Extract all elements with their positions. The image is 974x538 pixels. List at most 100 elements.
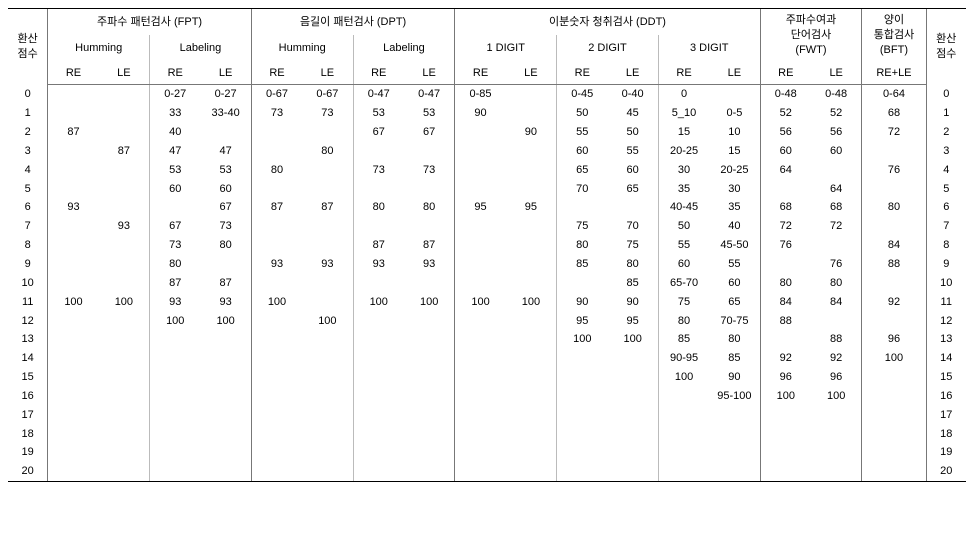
cell-score: 18 <box>926 425 966 444</box>
hdr-score-left: 환산 점수 <box>8 9 48 85</box>
cell-d3_le <box>709 462 760 481</box>
hdr-re: RE <box>455 62 506 85</box>
cell-fpt_l_re: 33 <box>150 104 201 123</box>
hdr-bft: 양이 통합검사 (BFT) <box>862 9 926 62</box>
cell-fwt_re: 72 <box>760 217 811 236</box>
cell-score: 15 <box>926 368 966 387</box>
cell-fwt_re <box>760 255 811 274</box>
cell-dpt_h_le: 100 <box>302 312 353 331</box>
cell-d2_le <box>607 349 658 368</box>
cell-d1_le: 100 <box>506 293 557 312</box>
cell-fpt_l_re: 0-27 <box>150 85 201 104</box>
cell-fpt_l_re <box>150 368 201 387</box>
cell-fpt_h_re <box>48 425 99 444</box>
cell-bft <box>862 274 926 293</box>
cell-score: 7 <box>926 217 966 236</box>
cell-d3_le: 0-5 <box>709 104 760 123</box>
cell-dpt_h_re <box>251 142 302 161</box>
cell-fpt_l_le <box>200 255 251 274</box>
cell-d3_le: 30 <box>709 180 760 199</box>
cell-dpt_h_re: 80 <box>251 161 302 180</box>
cell-score: 17 <box>926 406 966 425</box>
cell-fpt_l_re: 67 <box>150 217 201 236</box>
cell-d3_le: 20-25 <box>709 161 760 180</box>
cell-fwt_le <box>811 443 862 462</box>
cell-dpt_h_le <box>302 387 353 406</box>
table-row: 13333-40737353539050455_100-55252681 <box>8 104 966 123</box>
cell-fpt_l_le <box>200 330 251 349</box>
cell-dpt_l_le: 0-47 <box>404 85 455 104</box>
cell-d3_re: 35 <box>658 180 709 199</box>
hdr-le: LE <box>506 62 557 85</box>
cell-bft <box>862 368 926 387</box>
cell-score: 19 <box>926 443 966 462</box>
cell-fwt_le: 92 <box>811 349 862 368</box>
cell-score: 10 <box>926 274 966 293</box>
cell-d3_re: 80 <box>658 312 709 331</box>
cell-fpt_l_le: 73 <box>200 217 251 236</box>
cell-d3_le: 55 <box>709 255 760 274</box>
cell-fpt_h_le <box>99 368 150 387</box>
cell-fpt_l_re: 60 <box>150 180 201 199</box>
cell-fwt_re <box>760 406 811 425</box>
cell-d2_re: 60 <box>557 142 608 161</box>
cell-dpt_h_re <box>251 387 302 406</box>
cell-dpt_l_re <box>353 330 404 349</box>
cell-fpt_l_re <box>150 406 201 425</box>
cell-fwt_re: 100 <box>760 387 811 406</box>
cell-d2_re: 65 <box>557 161 608 180</box>
cell-d2_re: 70 <box>557 180 608 199</box>
hdr-le: LE <box>404 62 455 85</box>
cell-fpt_l_le: 93 <box>200 293 251 312</box>
cell-d3_le: 90 <box>709 368 760 387</box>
cell-fwt_le <box>811 425 862 444</box>
cell-dpt_l_le: 100 <box>404 293 455 312</box>
cell-bft <box>862 387 926 406</box>
cell-dpt_l_le <box>404 312 455 331</box>
cell-score: 8 <box>926 236 966 255</box>
conversion-table: 환산 점수 주파수 패턴검사 (FPT) 음길이 패턴검사 (DPT) 이분숫자… <box>8 8 966 482</box>
cell-d1_re <box>455 349 506 368</box>
cell-score: 12 <box>8 312 48 331</box>
cell-fwt_le: 80 <box>811 274 862 293</box>
cell-fwt_le <box>811 462 862 481</box>
cell-dpt_h_le <box>302 180 353 199</box>
cell-fpt_h_le <box>99 312 150 331</box>
hdr-dpt: 음길이 패턴검사 (DPT) <box>251 9 455 36</box>
cell-fpt_l_re <box>150 198 201 217</box>
cell-d2_le: 60 <box>607 161 658 180</box>
cell-d3_le: 35 <box>709 198 760 217</box>
cell-bft: 92 <box>862 293 926 312</box>
cell-d1_le <box>506 349 557 368</box>
cell-dpt_h_le <box>302 330 353 349</box>
cell-bft: 88 <box>862 255 926 274</box>
cell-fwt_le: 96 <box>811 368 862 387</box>
cell-fpt_h_re <box>48 462 99 481</box>
cell-d3_re <box>658 425 709 444</box>
cell-d3_le: 95-100 <box>709 387 760 406</box>
cell-dpt_h_re <box>251 123 302 142</box>
cell-dpt_h_le <box>302 293 353 312</box>
cell-d3_re: 90-95 <box>658 349 709 368</box>
cell-dpt_h_re: 87 <box>251 198 302 217</box>
cell-fwt_re: 96 <box>760 368 811 387</box>
cell-bft <box>862 462 926 481</box>
cell-d1_le <box>506 274 557 293</box>
cell-d1_le <box>506 406 557 425</box>
cell-d1_le <box>506 425 557 444</box>
cell-d3_re: 65-70 <box>658 274 709 293</box>
cell-score: 9 <box>926 255 966 274</box>
cell-dpt_h_le <box>302 161 353 180</box>
cell-score: 20 <box>8 462 48 481</box>
cell-dpt_h_le: 73 <box>302 104 353 123</box>
hdr-le: LE <box>302 62 353 85</box>
cell-fpt_l_re: 47 <box>150 142 201 161</box>
cell-score: 15 <box>8 368 48 387</box>
cell-fpt_l_le: 0-27 <box>200 85 251 104</box>
cell-score: 5 <box>8 180 48 199</box>
cell-d1_re <box>455 312 506 331</box>
cell-fwt_re <box>760 180 811 199</box>
cell-fwt_le: 88 <box>811 330 862 349</box>
cell-bft: 100 <box>862 349 926 368</box>
cell-dpt_l_le <box>404 180 455 199</box>
